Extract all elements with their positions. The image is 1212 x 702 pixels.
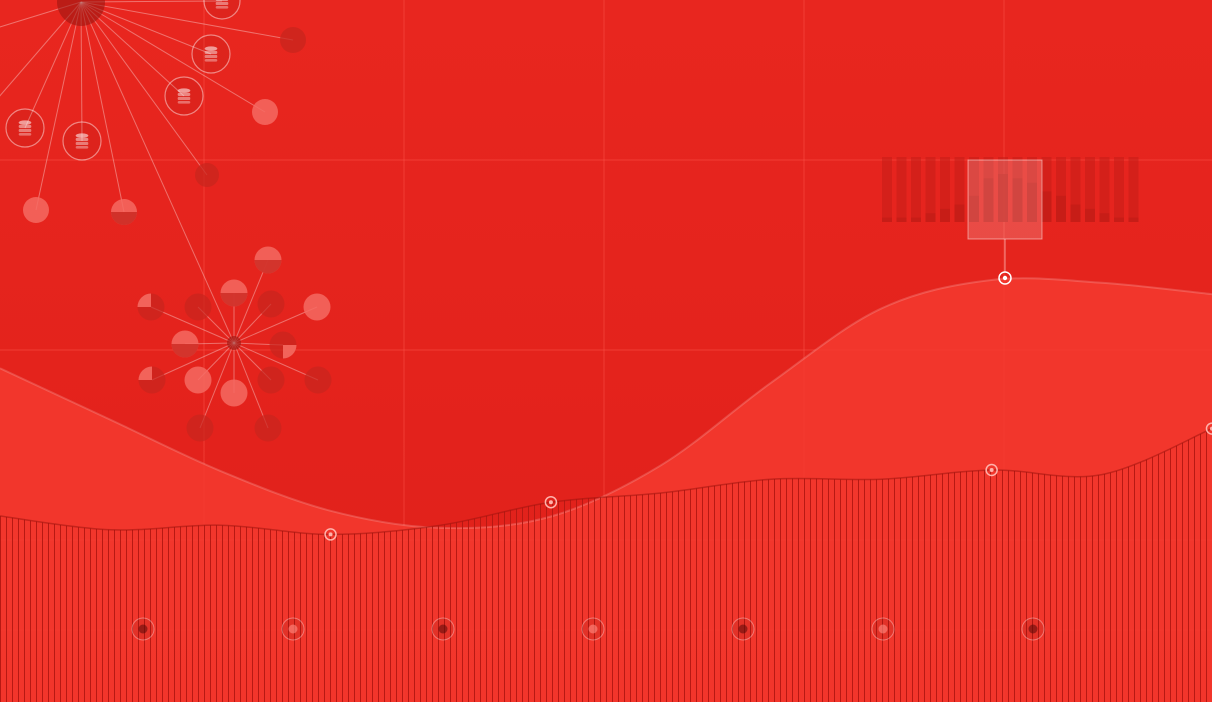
network-b-node-pie-11 <box>138 366 152 380</box>
point-marker-dot-0 <box>328 532 333 537</box>
histogram-bar-12 <box>1056 195 1066 222</box>
network-b-node-3 <box>303 293 331 321</box>
network-b-node-2 <box>257 290 285 318</box>
axis-marker-dot-3 <box>588 624 598 634</box>
bar-series-outline <box>0 427 1212 536</box>
histogram-track-1 <box>896 157 907 222</box>
database-icon <box>177 88 191 104</box>
network-a-node-0 <box>280 27 306 53</box>
network-graph-large <box>0 0 306 344</box>
database-icon <box>18 120 32 136</box>
mini-histogram <box>882 157 1139 222</box>
database-icon <box>204 46 218 62</box>
histogram-bar-0 <box>882 217 892 222</box>
network-graph-small <box>137 246 332 442</box>
point-marker-dot-1 <box>548 500 553 505</box>
network-b-node-10 <box>184 366 212 394</box>
network-b-node-8 <box>254 414 282 442</box>
axis-marker-dot-2 <box>438 624 448 634</box>
network-b-node-9 <box>186 414 214 442</box>
network-a-node-4 <box>195 163 219 187</box>
histogram-track-12 <box>1056 157 1066 222</box>
network-a-edge-5 <box>80 1 125 213</box>
histogram-track-4 <box>940 157 950 222</box>
network-b-edge-3 <box>233 306 318 344</box>
histogram-bar-6 <box>969 195 979 222</box>
network-b-edge-8 <box>233 342 269 429</box>
histogram-track-3 <box>925 157 936 222</box>
data-point-markers <box>324 271 1212 541</box>
histogram-bar-11 <box>1041 191 1052 222</box>
network-b-edge-14 <box>150 306 235 344</box>
axis-marker-dot-4 <box>738 624 748 634</box>
network-b-node-half-1 <box>220 293 248 307</box>
histogram-bar-10 <box>1027 182 1037 222</box>
network-a-edge-7 <box>35 1 82 211</box>
histogram-track-0 <box>882 157 892 222</box>
database-icon <box>75 133 89 149</box>
histogram-bar-3 <box>925 213 936 222</box>
axis-markers <box>131 617 1045 641</box>
axis-marker-dot-1 <box>288 624 298 634</box>
histogram-track-17 <box>1128 157 1139 222</box>
histogram-bar-5 <box>954 204 965 222</box>
point-marker-ring-2 <box>985 463 998 477</box>
network-b-edge-11 <box>151 342 235 381</box>
histogram-track-11 <box>1041 157 1052 222</box>
network-a-node-1 <box>252 99 278 125</box>
histogram-bar-1 <box>896 217 907 222</box>
network-b-edge-9 <box>199 342 235 429</box>
network-b-node-6 <box>257 366 285 394</box>
histogram-bar-7 <box>983 178 994 222</box>
axis-marker-dot-0 <box>138 624 148 634</box>
point-marker-dot-2 <box>989 468 994 472</box>
point-marker-ring-1 <box>544 495 558 509</box>
network-b-edge-5 <box>233 342 319 381</box>
network-b-node-5 <box>304 366 332 394</box>
histogram-bar-8 <box>998 174 1008 222</box>
network-a-node-half-5 <box>111 212 137 225</box>
histogram-selection <box>967 159 1043 240</box>
network-b-node-7 <box>220 379 248 407</box>
network-b-node-half-0 <box>254 260 282 274</box>
peak-marker-dot <box>1002 275 1008 281</box>
network-a-hub <box>57 0 105 26</box>
network-a-bridge-edge <box>80 1 235 344</box>
point-marker-ring-3 <box>1205 422 1212 435</box>
histogram-bar-13 <box>1070 204 1081 222</box>
network-b-node-pie-14 <box>137 293 151 307</box>
network-a-node-9 <box>203 0 241 20</box>
histogram-bar-14 <box>1085 208 1095 222</box>
histogram-bar-17 <box>1128 217 1139 222</box>
network-b-edge-0 <box>233 259 269 344</box>
histogram-track-14 <box>1085 157 1095 222</box>
peak-marker-ring <box>998 271 1012 285</box>
histogram-track-5 <box>954 157 965 222</box>
histogram-track-13 <box>1070 157 1081 222</box>
bar-series <box>0 428 1212 702</box>
histogram-bar-4 <box>940 208 950 222</box>
histogram-track-16 <box>1114 157 1124 222</box>
area-series-edge <box>0 277 1212 530</box>
network-a-edge-0 <box>80 1 294 41</box>
histogram-bar-9 <box>1012 178 1023 222</box>
network-b-node-half-12 <box>171 344 199 358</box>
network-a-edge-1 <box>80 1 266 113</box>
axis-marker-dot-5 <box>878 624 888 634</box>
network-a-edge-4 <box>80 1 208 176</box>
histogram-track-15 <box>1099 157 1110 222</box>
network-b-hub <box>227 336 241 350</box>
histogram-bar-15 <box>1099 213 1110 222</box>
histogram-bar-16 <box>1114 217 1124 222</box>
histogram-track-6 <box>969 157 979 222</box>
point-marker-ring-0 <box>324 528 337 541</box>
axis-marker-dot-6 <box>1028 624 1038 634</box>
network-b-node-13 <box>184 293 212 321</box>
histogram-track-2 <box>911 157 921 222</box>
histogram-bar-2 <box>911 217 921 222</box>
network-b-node-wedge-4 <box>283 345 297 359</box>
network-a-node-7 <box>23 197 49 223</box>
